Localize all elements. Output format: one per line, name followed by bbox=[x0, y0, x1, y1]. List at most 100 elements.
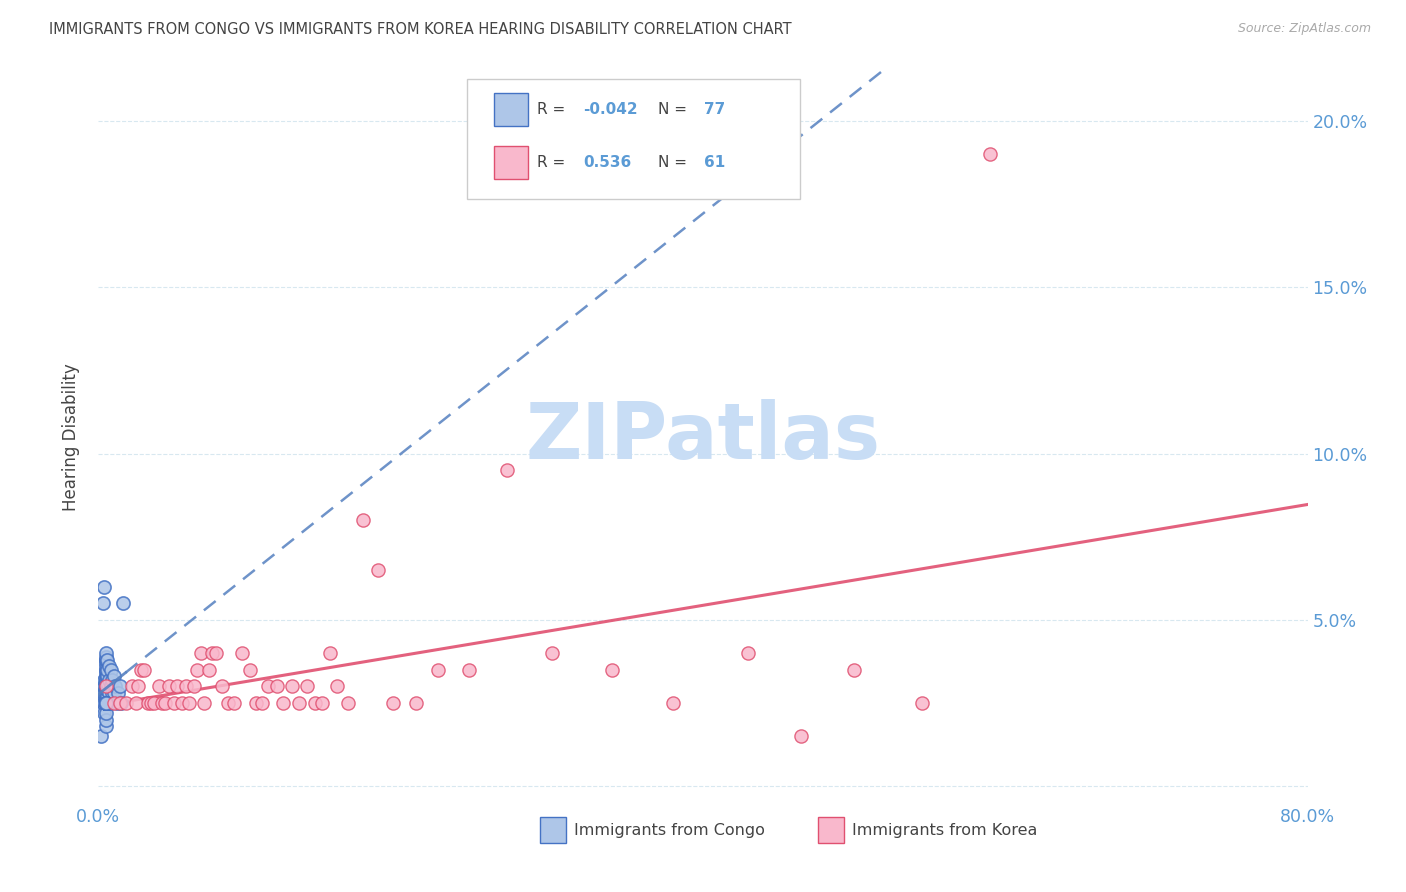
Point bbox=[90, 729, 112, 743]
Point bbox=[114, 696, 136, 710]
Point bbox=[101, 673, 124, 687]
Point bbox=[540, 646, 562, 660]
Point bbox=[197, 663, 219, 677]
Point bbox=[205, 646, 228, 660]
Point bbox=[190, 646, 212, 660]
Text: N =: N = bbox=[658, 103, 692, 117]
Point bbox=[94, 696, 117, 710]
Point bbox=[94, 646, 117, 660]
Point bbox=[94, 706, 117, 720]
Point bbox=[266, 680, 288, 694]
Point bbox=[457, 663, 479, 677]
Point bbox=[94, 680, 117, 694]
Point bbox=[94, 653, 117, 667]
Point bbox=[250, 696, 273, 710]
Point bbox=[129, 663, 152, 677]
Point bbox=[737, 646, 759, 660]
Point bbox=[143, 696, 166, 710]
Point bbox=[91, 680, 114, 694]
Point bbox=[93, 696, 115, 710]
Point bbox=[352, 513, 374, 527]
Text: Immigrants from Congo: Immigrants from Congo bbox=[574, 822, 765, 838]
Text: Source: ZipAtlas.com: Source: ZipAtlas.com bbox=[1237, 22, 1371, 36]
Point bbox=[94, 696, 117, 710]
Point bbox=[94, 692, 117, 706]
Point bbox=[108, 696, 131, 710]
Point bbox=[98, 686, 121, 700]
Point bbox=[94, 659, 117, 673]
Point bbox=[96, 696, 118, 710]
Point bbox=[427, 663, 450, 677]
Point bbox=[311, 696, 333, 710]
Point bbox=[96, 653, 118, 667]
Point bbox=[224, 696, 246, 710]
Point bbox=[245, 696, 267, 710]
FancyBboxPatch shape bbox=[467, 78, 800, 200]
Point bbox=[94, 696, 117, 710]
Point bbox=[127, 680, 149, 694]
Point bbox=[94, 696, 117, 710]
Point bbox=[844, 663, 866, 677]
Bar bbox=[540, 817, 567, 843]
Point bbox=[979, 147, 1001, 161]
Point bbox=[91, 596, 114, 610]
Point bbox=[98, 696, 121, 710]
Point bbox=[94, 719, 117, 733]
Text: IMMIGRANTS FROM CONGO VS IMMIGRANTS FROM KOREA HEARING DISABILITY CORRELATION CH: IMMIGRANTS FROM CONGO VS IMMIGRANTS FROM… bbox=[49, 22, 792, 37]
Point bbox=[94, 680, 117, 694]
Bar bbox=[494, 146, 527, 179]
Point bbox=[153, 696, 176, 710]
Text: 0.536: 0.536 bbox=[583, 155, 631, 169]
Point bbox=[94, 669, 117, 683]
Point bbox=[295, 680, 318, 694]
Point bbox=[166, 680, 188, 694]
Point bbox=[94, 663, 117, 677]
Point bbox=[93, 580, 115, 594]
Point bbox=[94, 673, 117, 687]
Point bbox=[94, 656, 117, 670]
Point bbox=[121, 680, 143, 694]
Point bbox=[281, 680, 304, 694]
Point bbox=[94, 696, 117, 710]
Point bbox=[94, 686, 117, 700]
Point bbox=[98, 673, 121, 687]
Text: 77: 77 bbox=[704, 103, 725, 117]
Point bbox=[100, 696, 122, 710]
Text: N =: N = bbox=[658, 155, 692, 169]
Point bbox=[94, 663, 117, 677]
Bar bbox=[494, 94, 527, 127]
Point bbox=[159, 680, 181, 694]
Point bbox=[100, 663, 122, 677]
Point bbox=[96, 682, 118, 697]
Point bbox=[94, 676, 117, 690]
Point bbox=[148, 680, 170, 694]
Point bbox=[790, 729, 813, 743]
Point bbox=[107, 686, 129, 700]
Point bbox=[94, 696, 117, 710]
Point bbox=[108, 680, 131, 694]
Point bbox=[103, 686, 125, 700]
Point bbox=[94, 680, 117, 694]
Point bbox=[94, 696, 117, 710]
Point bbox=[405, 696, 427, 710]
Point bbox=[93, 673, 115, 687]
Point bbox=[125, 696, 148, 710]
Point bbox=[94, 666, 117, 681]
Point bbox=[94, 680, 117, 694]
Point bbox=[93, 680, 115, 694]
Point bbox=[132, 663, 155, 677]
Point bbox=[93, 706, 115, 720]
Point bbox=[94, 686, 117, 700]
Text: -0.042: -0.042 bbox=[583, 103, 638, 117]
Point bbox=[100, 680, 122, 694]
Point bbox=[96, 663, 118, 677]
Point bbox=[94, 696, 117, 710]
Point bbox=[318, 646, 340, 660]
Point bbox=[495, 463, 517, 477]
Point bbox=[103, 696, 125, 710]
Point bbox=[141, 696, 163, 710]
Point bbox=[94, 696, 117, 710]
Point bbox=[105, 696, 128, 710]
Point bbox=[94, 673, 117, 687]
Point bbox=[911, 696, 934, 710]
